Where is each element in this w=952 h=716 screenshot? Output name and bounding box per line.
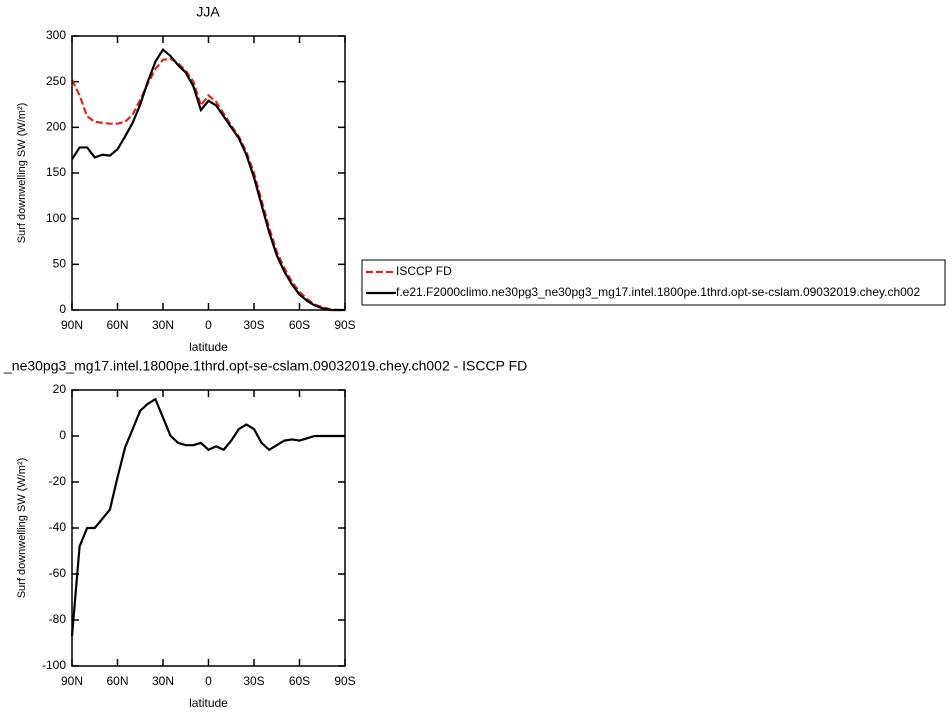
x-tick-label: 30S: [243, 318, 264, 332]
x-tick-label: 0: [205, 674, 212, 688]
x-tick-label: 30N: [152, 674, 174, 688]
plot-frame: [71, 389, 346, 667]
y-tick-label: -100: [42, 658, 66, 672]
y-tick-label: 20: [53, 382, 67, 396]
x-tick-label: 90N: [61, 318, 83, 332]
y-tick-label: -80: [49, 612, 67, 626]
x-tick-label: 90N: [61, 674, 83, 688]
x-tick-label: 30N: [152, 318, 174, 332]
y-tick-label: 0: [59, 428, 66, 442]
chart-title: _ne30pg3_mg17.intel.1800pe.1thrd.opt-se-…: [3, 358, 527, 374]
y-tick-label: 100: [46, 211, 66, 225]
y-tick-label: 50: [53, 257, 67, 271]
x-tick-label: 90S: [334, 318, 355, 332]
chart-title: JJA: [196, 4, 220, 20]
y-tick-label: -60: [49, 566, 67, 580]
y-tick-label: 150: [46, 165, 66, 179]
series-line: [70, 397, 345, 637]
x-tick-label: 60N: [106, 674, 128, 688]
series-line: [71, 48, 345, 312]
x-axis-label: latitude: [189, 340, 228, 354]
y-tick-label: -20: [49, 474, 67, 488]
x-tick-label: 60N: [106, 318, 128, 332]
y-tick-label: 0: [59, 302, 66, 316]
y-axis-label: Surf downwelling SW (W/m²): [16, 458, 28, 599]
legend-label: ISCCP FD: [396, 264, 452, 278]
y-tick-label: 200: [46, 120, 66, 134]
x-tick-label: 30S: [243, 674, 264, 688]
x-tick-label: 0: [205, 318, 212, 332]
legend-box: [361, 259, 946, 306]
y-axis-label: Surf downwelling SW (W/m²): [16, 103, 28, 244]
x-tick-label: 90S: [334, 674, 355, 688]
plot-frame: [71, 35, 346, 311]
x-tick-label: 60S: [289, 674, 310, 688]
y-tick-label: 300: [46, 28, 66, 42]
y-tick-label: 250: [46, 74, 66, 88]
x-tick-label: 60S: [289, 318, 310, 332]
x-axis-label: latitude: [189, 696, 228, 710]
y-tick-label: -40: [49, 520, 67, 534]
legend-label: f.e21.F2000climo.ne30pg3_ne30pg3_mg17.in…: [396, 285, 920, 299]
series-line: [71, 57, 345, 312]
